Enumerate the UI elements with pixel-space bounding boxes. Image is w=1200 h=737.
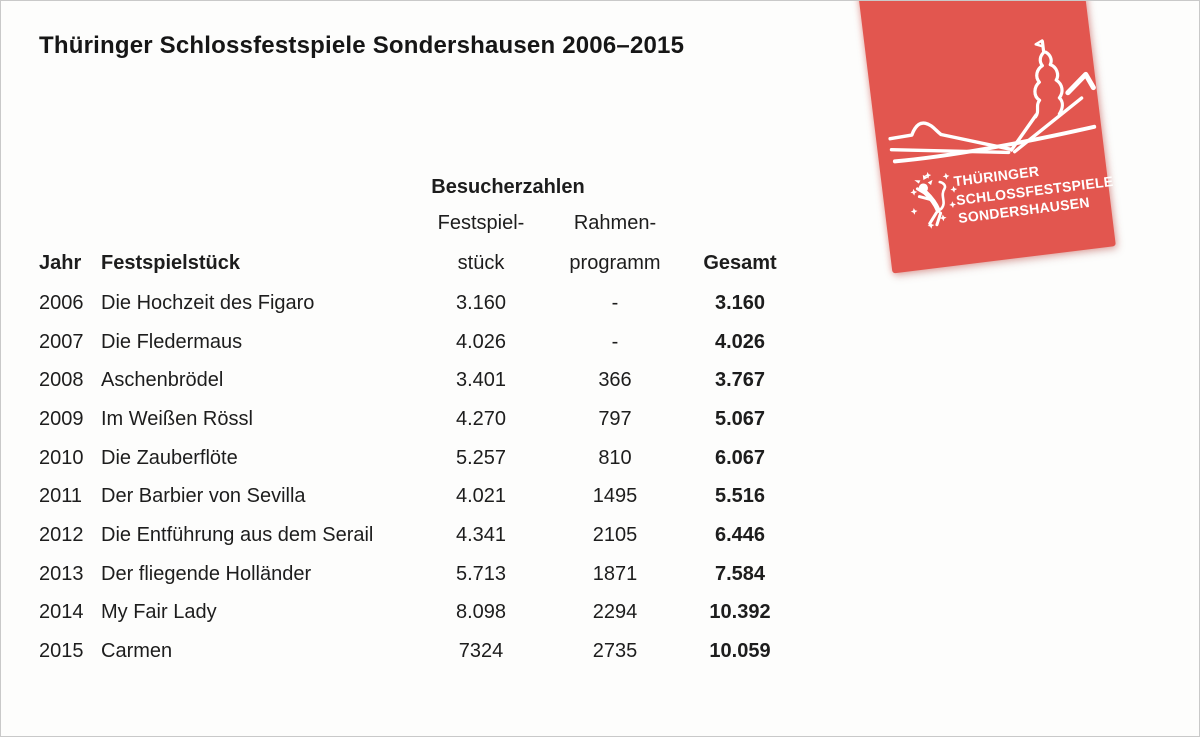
table-rows: 2006 Die Hochzeit des Figaro 3.160 - 3.1… xyxy=(39,284,811,671)
cell-festspielstueck: Carmen xyxy=(101,640,173,663)
cell-jahr: 2008 xyxy=(39,369,84,392)
cell-jahr: 2010 xyxy=(39,446,84,469)
cell-besucher-festspielstueck: 3.401 xyxy=(455,369,507,392)
cell-gesamt: 10.059 xyxy=(709,640,771,663)
cell-festspielstueck: Der fliegende Holländer xyxy=(101,562,312,585)
column-header-row: Jahr Festspielstück stück programm Gesam… xyxy=(39,252,811,275)
cell-festspielstueck: Im Weißen Rössl xyxy=(101,407,253,430)
cell-besucher-rahmenprogramm: 2105 xyxy=(592,523,638,546)
table-row: 2012 Die Entführung aus dem Serail 4.341… xyxy=(39,516,811,555)
cell-gesamt: 3.767 xyxy=(714,369,766,392)
cell-besucher-rahmenprogramm: - xyxy=(611,291,619,314)
cell-besucher-rahmenprogramm: 2294 xyxy=(592,601,638,624)
table-section-header: Besucherzahlen xyxy=(431,176,585,198)
col-header-rahmen-line2: programm xyxy=(569,252,661,274)
star-icon xyxy=(910,207,918,216)
cell-besucher-rahmenprogramm: 797 xyxy=(598,407,632,430)
castle-silhouette-icon xyxy=(888,39,1097,164)
table-row: 2014 My Fair Lady 8.098 2294 10.392 xyxy=(39,594,811,633)
table-row: 2011 Der Barbier von Sevilla 4.021 1495 … xyxy=(39,477,811,516)
cell-festspielstueck: My Fair Lady xyxy=(101,601,217,624)
cell-gesamt: 6.067 xyxy=(714,446,766,469)
cell-jahr: 2007 xyxy=(39,330,84,353)
cell-besucher-festspielstueck: 4.021 xyxy=(455,485,507,508)
cell-jahr: 2013 xyxy=(39,562,84,585)
cell-besucher-rahmenprogramm: 1871 xyxy=(592,562,638,585)
cell-gesamt: 6.446 xyxy=(714,523,766,546)
col-header-festspiel-line1: Festspiel- xyxy=(437,212,525,234)
page-title: Thüringer Schlossfestspiele Sondershause… xyxy=(39,32,685,59)
table-row: 2008 Aschenbrödel 3.401 366 3.767 xyxy=(39,361,811,400)
cell-gesamt: 10.392 xyxy=(709,601,771,624)
cell-jahr: 2015 xyxy=(39,640,84,663)
cell-besucher-festspielstueck: 3.160 xyxy=(455,291,507,314)
cell-festspielstueck: Die Zauberflöte xyxy=(101,446,238,469)
table-row: 2013 Der fliegende Holländer 5.713 1871 … xyxy=(39,555,811,594)
cell-gesamt: 5.067 xyxy=(714,407,766,430)
table-row: 2010 Die Zauberflöte 5.257 810 6.067 xyxy=(39,439,811,478)
cell-besucher-rahmenprogramm: 2735 xyxy=(592,640,638,663)
star-icon xyxy=(948,200,957,209)
cell-besucher-rahmenprogramm: 810 xyxy=(598,446,632,469)
cell-gesamt: 4.026 xyxy=(714,330,766,353)
cell-jahr: 2009 xyxy=(39,407,84,430)
table-row: 2015 Carmen 7324 2735 10.059 xyxy=(39,632,811,671)
cell-jahr: 2014 xyxy=(39,601,84,624)
cell-jahr: 2012 xyxy=(39,523,84,546)
cell-besucher-festspielstueck: 5.713 xyxy=(455,562,507,585)
cell-festspielstueck: Die Hochzeit des Figaro xyxy=(101,291,315,314)
cell-besucher-festspielstueck: 7324 xyxy=(458,640,504,663)
col-header-gesamt: Gesamt xyxy=(703,252,777,274)
column-header-subrow: Festspiel- Rahmen- xyxy=(39,212,811,235)
table-row: 2007 Die Fledermaus 4.026 - 4.026 xyxy=(39,323,811,362)
cell-besucher-festspielstueck: 4.270 xyxy=(455,407,507,430)
cell-besucher-rahmenprogramm: 1495 xyxy=(592,485,638,508)
col-header-festspielstueck: Festspielstück xyxy=(101,252,240,274)
table-row: 2009 Im Weißen Rössl 4.270 797 5.067 xyxy=(39,400,811,439)
table-row: 2006 Die Hochzeit des Figaro 3.160 - 3.1… xyxy=(39,284,811,323)
cell-gesamt: 7.584 xyxy=(714,562,766,585)
cell-gesamt: 5.516 xyxy=(714,485,766,508)
cell-besucher-festspielstueck: 5.257 xyxy=(455,446,507,469)
lion-emblem-icon xyxy=(914,175,947,227)
cell-besucher-festspielstueck: 4.026 xyxy=(455,330,507,353)
col-header-jahr: Jahr xyxy=(39,252,82,274)
cell-festspielstueck: Die Entführung aus dem Serail xyxy=(101,523,374,546)
col-header-rahmen-line1: Rahmen- xyxy=(573,212,657,234)
logo-artwork xyxy=(888,39,1097,230)
cell-besucher-rahmenprogramm: - xyxy=(611,330,619,353)
star-icon xyxy=(942,172,950,180)
cell-festspielstueck: Aschenbrödel xyxy=(101,369,224,392)
cell-festspielstueck: Der Barbier von Sevilla xyxy=(101,485,306,508)
col-header-festspiel-line2: stück xyxy=(457,252,505,274)
cell-besucher-festspielstueck: 4.341 xyxy=(455,523,507,546)
logo-card: THÜRINGER SCHLOSSFESTSPIELE SONDERSHAUSE… xyxy=(851,1,1116,274)
cell-jahr: 2006 xyxy=(39,291,84,314)
cell-besucher-festspielstueck: 8.098 xyxy=(455,601,507,624)
cell-jahr: 2011 xyxy=(39,485,83,508)
cell-besucher-rahmenprogramm: 366 xyxy=(598,369,632,392)
cell-festspielstueck: Die Fledermaus xyxy=(101,330,243,353)
cell-gesamt: 3.160 xyxy=(714,291,766,314)
